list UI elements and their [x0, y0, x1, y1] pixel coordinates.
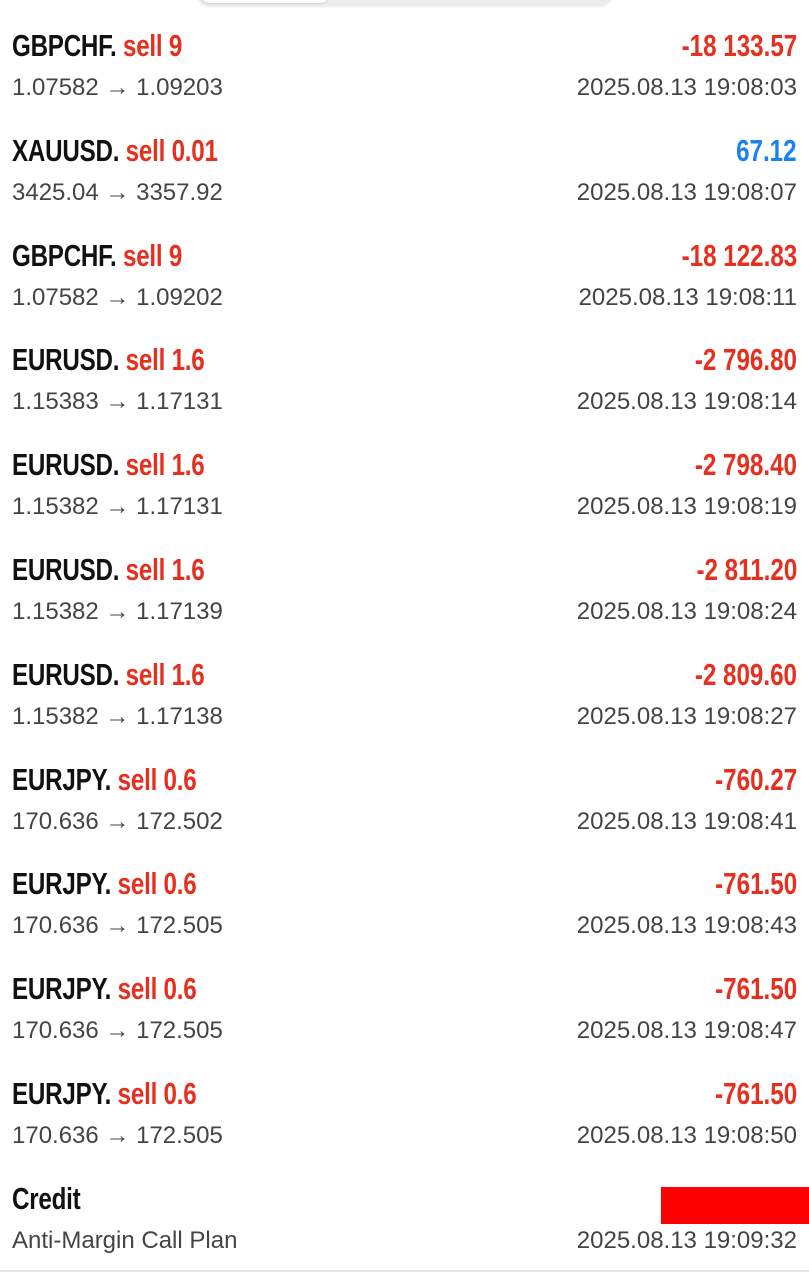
deal-row[interactable]: EURJPY. sell 0.6 -760.27 170.636 → 172.5…: [0, 756, 809, 861]
credit-title: Credit: [12, 1180, 81, 1216]
credit-time: 2025.08.13 19:09:32: [576, 1226, 797, 1254]
deal-side-volume: sell 0.6: [117, 761, 197, 797]
deal-time: 2025.08.13 19:08:47: [576, 1017, 797, 1045]
deal-side-volume: sell 9: [122, 237, 183, 273]
deal-profit: -2 796.80: [694, 342, 797, 378]
deal-side-volume: sell 0.6: [117, 971, 197, 1007]
deal-time: 2025.08.13 19:08:27: [576, 702, 797, 730]
deal-time: 2025.08.13 19:08:19: [576, 493, 797, 521]
deal-row[interactable]: EURJPY. sell 0.6 -761.50 170.636 → 172.5…: [0, 860, 809, 965]
deal-side-volume: sell 1.6: [125, 447, 205, 483]
deal-profit: -18 133.57: [681, 28, 797, 63]
deal-row[interactable]: EURJPY. sell 0.6 -761.50 170.636 → 172.5…: [0, 1070, 809, 1175]
deal-symbol: EURJPY.: [12, 761, 112, 797]
deal-title: EURJPY. sell 0.6: [12, 971, 197, 1007]
deal-time: 2025.08.13 19:08:14: [576, 388, 797, 416]
deal-profit: -760.27: [714, 761, 797, 797]
deal-row[interactable]: EURUSD. sell 1.6 -2 798.40 1.15382 → 1.1…: [0, 441, 809, 546]
deal-title: GBPCHF. sell 9: [12, 238, 182, 274]
deal-title: EURJPY. sell 0.6: [12, 761, 197, 798]
deal-prices: 3425.04 → 3357.92: [12, 178, 223, 206]
deal-symbol: XAUUSD.: [12, 132, 120, 168]
deal-time: 2025.08.13 19:08:41: [576, 807, 797, 835]
deal-side-volume: sell 9: [122, 28, 183, 63]
deal-row[interactable]: EURUSD. sell 1.6 -2 809.60 1.15382 → 1.1…: [0, 651, 809, 756]
deal-symbol: EURUSD.: [12, 447, 120, 483]
deal-profit: 67.12: [736, 132, 797, 168]
deal-prices: 1.15382 → 1.17138: [12, 702, 223, 730]
deal-prices: 1.15383 → 1.17131: [12, 388, 223, 416]
deal-row[interactable]: GBPCHF. sell 9 -18 122.83 1.07582 → 1.09…: [0, 232, 809, 337]
deal-profit: -2 798.40: [694, 447, 797, 483]
deal-time: 2025.08.13 19:08:03: [576, 74, 797, 101]
deal-profit: -2 811.20: [696, 551, 797, 587]
deal-row[interactable]: EURJPY. sell 0.6 -761.50 170.636 → 172.5…: [0, 965, 809, 1070]
deal-side-volume: sell 0.6: [117, 1075, 197, 1111]
deal-time: 2025.08.13 19:08:24: [576, 597, 797, 625]
deal-symbol: GBPCHF.: [12, 237, 117, 273]
deal-prices: 1.15382 → 1.17139: [12, 597, 223, 625]
deal-prices: 170.636 → 172.502: [12, 807, 223, 835]
deal-title: EURJPY. sell 0.6: [12, 866, 197, 902]
deal-prices: 1.07582 → 1.09203: [12, 74, 223, 101]
deal-row[interactable]: EURUSD. sell 1.6 -2 811.20 1.15382 → 1.1…: [0, 546, 809, 651]
deal-title: EURJPY. sell 0.6: [12, 1075, 197, 1112]
deal-side-volume: sell 0.01: [125, 132, 218, 168]
deal-prices: 1.15382 → 1.17131: [12, 493, 223, 521]
credit-comment: Anti-Margin Call Plan: [12, 1226, 238, 1254]
deal-profit: -761.50: [714, 1075, 797, 1111]
redacted-amount: [661, 1186, 809, 1224]
deals-list: GBPCHF. sell 9 -18 133.57 1.07582 → 1.09…: [0, 22, 809, 1280]
deal-time: 2025.08.13 19:08:11: [578, 283, 797, 311]
deal-prices: 170.636 → 172.505: [12, 1121, 223, 1149]
deal-title: EURUSD. sell 1.6: [12, 447, 205, 483]
deal-row[interactable]: XAUUSD. sell 0.01 67.12 3425.04 → 3357.9…: [0, 127, 809, 232]
deal-title: GBPCHF. sell 9: [12, 28, 182, 64]
deal-time: 2025.08.13 19:08:50: [576, 1121, 797, 1149]
divider: [0, 1270, 809, 1272]
deal-side-volume: sell 1.6: [125, 656, 205, 692]
deal-profit: -2 809.60: [694, 656, 797, 692]
deal-title: EURUSD. sell 1.6: [12, 656, 205, 693]
deal-title: EURUSD. sell 1.6: [12, 342, 205, 378]
deal-prices: 170.636 → 172.505: [12, 1017, 223, 1045]
deal-time: 2025.08.13 19:08:43: [576, 912, 797, 940]
deal-symbol: EURUSD.: [12, 656, 120, 692]
deal-symbol: GBPCHF.: [12, 28, 117, 63]
deal-row[interactable]: EURUSD. sell 1.6 -2 796.80 1.15383 → 1.1…: [0, 336, 809, 441]
deal-prices: 1.07582 → 1.09202: [12, 283, 223, 311]
deal-profit: -18 122.83: [681, 237, 797, 273]
deal-profit: -761.50: [714, 971, 797, 1007]
deal-side-volume: sell 1.6: [125, 342, 205, 378]
credit-row[interactable]: Credit Anti-Margin Call Plan 2025.08.13 …: [0, 1175, 809, 1280]
deal-symbol: EURJPY.: [12, 866, 112, 902]
deal-symbol: EURJPY.: [12, 971, 112, 1007]
deal-time: 2025.08.13 19:08:07: [576, 178, 797, 206]
segmented-control[interactable]: [197, 0, 612, 6]
deal-title: XAUUSD. sell 0.01: [12, 133, 218, 169]
deal-title: EURUSD. sell 1.6: [12, 551, 205, 588]
deal-symbol: EURUSD.: [12, 551, 120, 587]
deal-symbol: EURUSD.: [12, 342, 120, 378]
deal-side-volume: sell 1.6: [125, 551, 205, 587]
deal-row[interactable]: GBPCHF. sell 9 -18 133.57 1.07582 → 1.09…: [0, 22, 809, 127]
deal-prices: 170.636 → 172.505: [12, 912, 223, 940]
segment-selected[interactable]: [200, 0, 330, 3]
deal-side-volume: sell 0.6: [117, 866, 197, 902]
deal-symbol: EURJPY.: [12, 1075, 112, 1111]
deal-profit: -761.50: [714, 866, 797, 902]
